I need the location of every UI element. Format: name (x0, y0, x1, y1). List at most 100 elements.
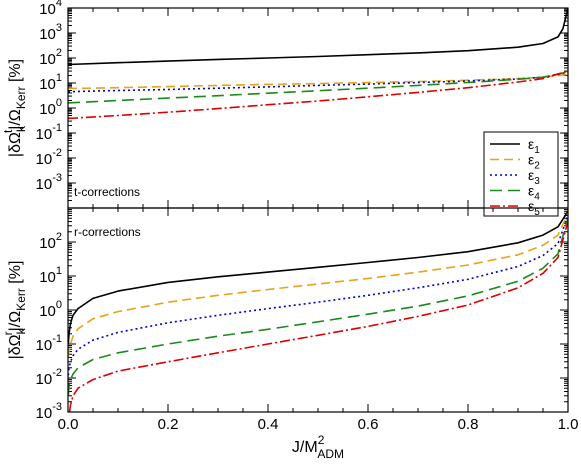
y-tick-exponent: 4 (56, 0, 62, 9)
y-label-tail: [%] (7, 261, 24, 289)
plot-frame (67, 207, 569, 413)
y-label-sup: t (1, 129, 15, 133)
legend-subscript: 1 (534, 145, 540, 156)
y-tick-label: 100 (39, 97, 62, 118)
legend-label-ε3: ε3 (528, 167, 540, 187)
x-tick-label: 1.0 (558, 416, 579, 433)
y-axis-label: |δΩkt|/ΩKerr [%] (1, 59, 28, 157)
x-label-main: J/M (292, 439, 318, 456)
y-tick-base: 10 (36, 126, 53, 143)
y-tick-base: 10 (36, 337, 53, 354)
y-label-sub: k (14, 125, 28, 132)
legend-epsilon: ε (528, 183, 534, 199)
panel-annotation: t-corrections (74, 185, 140, 199)
legend-label-ε5: ε5 (528, 198, 540, 218)
legend-epsilon: ε (528, 198, 534, 214)
y-tick-base: 10 (39, 101, 56, 118)
y-tick-base: 10 (39, 51, 56, 68)
y-tick-label: 10-2 (36, 367, 62, 388)
legend-subscript: 2 (534, 161, 540, 172)
y-tick-base: 10 (39, 76, 56, 93)
legend-subscript: 5 (534, 207, 540, 218)
series-line-ε5 (68, 70, 568, 120)
y-label-sub2: Kerr (14, 86, 28, 109)
x-label-sub: ADM (317, 447, 344, 461)
legend-label-ε1: ε1 (528, 136, 540, 156)
y-tick-base: 10 (39, 303, 56, 320)
y-tick-label: 102 (39, 47, 62, 68)
y-tick-exponent: -3 (52, 401, 62, 413)
legend-subscript: 4 (534, 192, 540, 203)
legend-epsilon: ε (528, 152, 534, 168)
y-tick-exponent: -2 (52, 147, 62, 159)
series-line-ε4 (68, 217, 568, 396)
y-tick-base: 10 (36, 405, 53, 422)
y-tick-base: 10 (39, 1, 56, 18)
y-tick-label: 10-1 (36, 333, 62, 354)
panel-top: 10-310-210-1100101102103104t-corrections… (1, 0, 569, 218)
y-tick-base: 10 (39, 235, 56, 252)
series-group (68, 8, 568, 120)
y-tick-exponent: 0 (56, 97, 62, 109)
x-tick-label: 0.8 (458, 416, 479, 433)
y-tick-exponent: -1 (52, 333, 62, 345)
y-label-mid: |/Ω (7, 109, 24, 130)
series-line-ε4 (68, 71, 568, 104)
series-line-ε3 (68, 215, 568, 376)
y-tick-exponent: 2 (56, 231, 62, 243)
legend-label-ε4: ε4 (528, 183, 540, 203)
x-tick-label: 0.4 (258, 416, 279, 433)
y-tick-exponent: -3 (52, 172, 62, 184)
legend-epsilon: ε (528, 167, 534, 183)
y-tick-label: 10-3 (36, 172, 62, 193)
y-tick-label: 103 (39, 22, 62, 43)
y-label-tail: [%] (7, 59, 24, 87)
y-tick-exponent: 0 (56, 299, 62, 311)
legend-epsilon: ε (528, 136, 534, 152)
y-tick-label: 10-3 (36, 401, 62, 422)
x-axis-label: J/M2 ADM (292, 433, 344, 461)
series-line-ε1 (68, 8, 568, 66)
y-tick-exponent: 3 (56, 22, 62, 34)
legend-subscript: 3 (534, 176, 540, 187)
series-group (68, 210, 568, 412)
x-label-sup: 2 (318, 433, 325, 447)
y-label-sup: r (1, 331, 15, 335)
series-line-ε1 (68, 210, 568, 345)
y-axis-label: |δΩkr|/ΩKerr [%] (1, 261, 28, 360)
series-line-ε5 (68, 221, 568, 412)
y-label-sub: k (14, 327, 28, 334)
y-tick-base: 10 (39, 269, 56, 286)
y-label-main: |δΩ (7, 334, 24, 359)
y-tick-label: 101 (39, 265, 62, 286)
series-line-ε3 (68, 71, 568, 93)
y-tick-exponent: -2 (52, 367, 62, 379)
y-tick-label: 101 (39, 72, 62, 93)
legend-box (483, 131, 559, 217)
y-tick-exponent: 1 (56, 72, 62, 84)
series-line-ε2 (68, 212, 568, 358)
y-tick-base: 10 (36, 371, 53, 388)
y-label-mid: |/Ω (7, 311, 24, 332)
y-tick-label: 102 (39, 231, 62, 252)
panel-annotation: r-corrections (74, 225, 141, 239)
y-tick-base: 10 (36, 151, 53, 168)
y-tick-exponent: 1 (56, 265, 62, 277)
y-tick-exponent: -1 (52, 122, 62, 134)
y-tick-base: 10 (36, 176, 53, 193)
y-label-main: |δΩ (7, 132, 24, 157)
y-tick-label: 10-1 (36, 122, 62, 143)
y-tick-exponent: 2 (56, 47, 62, 59)
y-tick-base: 10 (39, 26, 56, 43)
x-tick-label: 0.2 (158, 416, 179, 433)
y-tick-label: 104 (39, 0, 62, 18)
y-tick-label: 10-2 (36, 147, 62, 168)
y-tick-label: 100 (39, 299, 62, 320)
x-tick-label: 0.0 (58, 416, 79, 433)
y-label-sub2: Kerr (14, 288, 28, 311)
x-tick-label: 0.6 (358, 416, 379, 433)
legend-label-ε2: ε2 (528, 152, 540, 172)
